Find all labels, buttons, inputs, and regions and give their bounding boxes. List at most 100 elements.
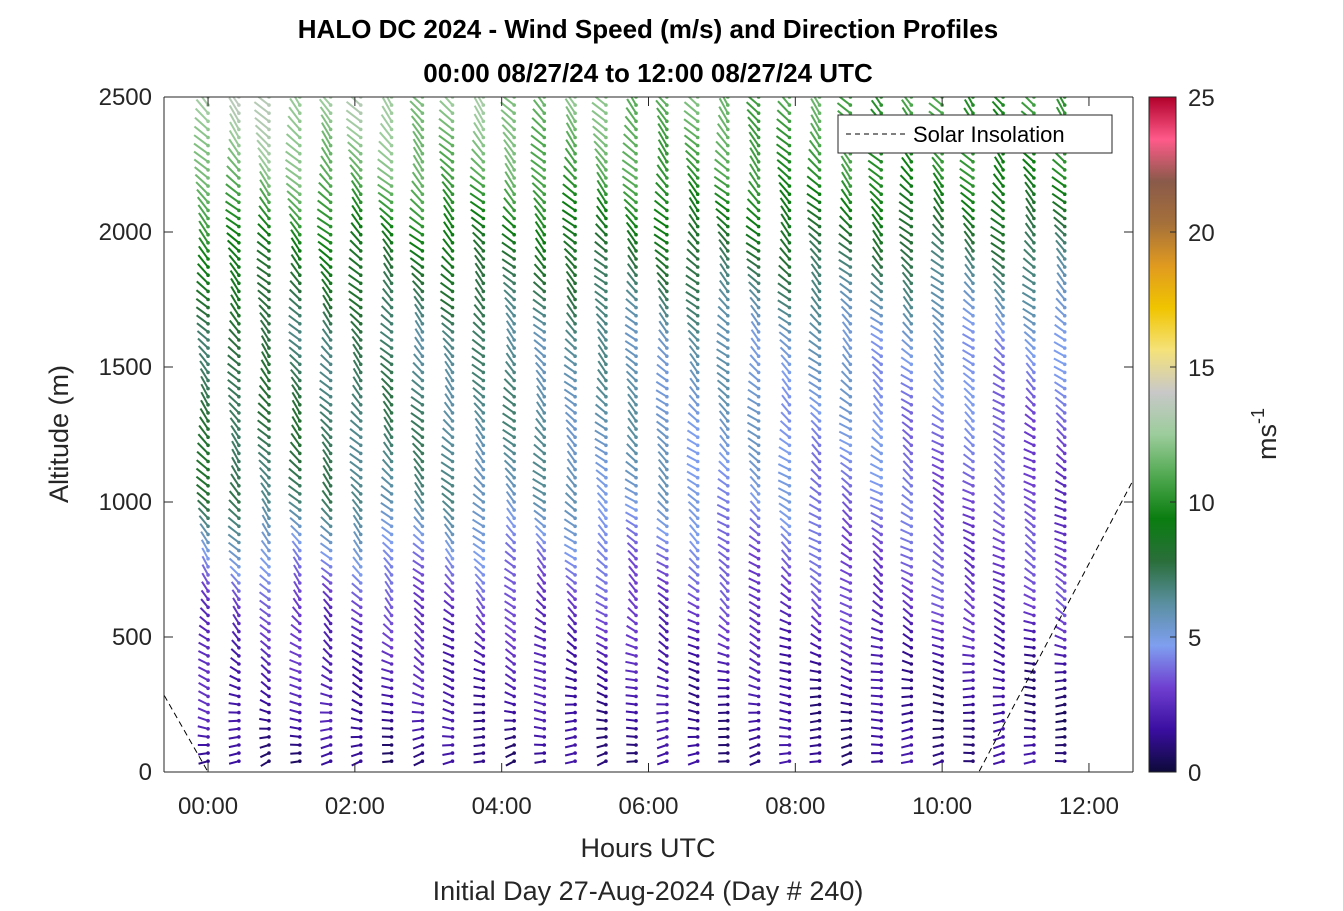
wind-barb-base [481,322,486,326]
wind-barb-base [1001,605,1005,610]
wind-barb-staff [902,312,913,325]
wind-barb-staff [562,174,576,187]
wind-barb-base [450,200,455,205]
wind-barb-base [1001,208,1005,213]
wind-barb-base [450,297,455,302]
wind-barb-base [1032,103,1036,107]
wind-barb-base [725,394,730,399]
wind-barb-base [358,184,363,188]
wind-barb-base [848,556,853,561]
wind-barb-staff [840,163,852,179]
wind-barb-base [1001,516,1005,520]
wind-barb-staff [841,501,852,511]
wind-barb-staff [688,345,699,357]
wind-barb-base [573,516,577,520]
wind-barb-staff [474,262,485,276]
wind-barb-staff [471,224,484,236]
wind-barb-base [450,459,455,464]
wind-barb-base [634,411,638,415]
wind-barb-base [848,386,853,391]
wind-barb-staff [963,98,974,114]
wind-barb-base [940,232,944,237]
wind-barb-base [481,281,486,286]
wind-barb-base [817,621,822,626]
wind-barb-base [542,475,547,480]
wind-barb-base [665,718,669,723]
wind-barb-staff [684,142,699,155]
wind-barb-staff [348,290,362,301]
wind-barb-base [1032,176,1036,180]
wind-barb-base [634,386,638,391]
wind-barb-base [879,103,884,107]
wind-barb-base [665,702,669,707]
wind-barb-staff [594,290,607,301]
wind-barb-staff [1051,167,1066,179]
wind-barb-staff [472,510,484,520]
wind-barb-base [481,459,486,464]
wind-barb-base [725,143,730,148]
wind-barb-base [512,556,516,561]
wind-barb-staff [261,343,270,357]
wind-barb-base [481,346,486,350]
wind-barb-base [328,597,333,601]
wind-barb-base [1032,411,1036,415]
wind-barb-staff [962,497,974,503]
wind-barb-base [756,257,761,261]
wind-barb-staff [839,206,852,220]
x-tick-label: 02:00 [325,793,385,820]
wind-barb-staff [201,581,209,592]
wind-barb-base [450,451,455,456]
wind-barb-staff [259,319,270,333]
wind-barb-staff [322,449,332,463]
wind-barb-staff [871,355,882,366]
wind-barb-staff [534,246,546,260]
wind-barb-staff [688,213,699,228]
wind-barb-base [389,710,394,715]
wind-barb-base [420,565,425,569]
wind-barb-staff [193,125,209,139]
wind-barb-base [1032,735,1036,739]
wind-barb-staff [563,372,576,382]
wind-barb-base [542,589,547,593]
wind-barb-staff [410,387,424,398]
wind-barb-staff [329,97,331,98]
wind-barb-staff [931,314,943,325]
wind-barb-base [267,338,271,342]
wind-barb-staff [382,400,393,414]
wind-barb-staff [959,159,974,171]
wind-barb-staff [932,205,943,220]
wind-barb-base [481,297,486,302]
legend-entry-solar-insolation: Solar Insolation [913,122,1065,147]
wind-barb-staff [197,204,209,220]
wind-barb-staff [349,476,362,487]
wind-barb-base [848,459,853,464]
wind-barb-base [420,160,425,164]
wind-barb-base [358,743,363,747]
wind-barb-base [450,759,455,763]
wind-barb-base [298,322,302,326]
wind-barb-base [971,192,975,196]
wind-barb-base [817,718,822,723]
wind-barb-base [725,508,730,512]
wind-barb-staff [563,165,576,179]
wind-barb-staff [382,238,393,252]
wind-barb-base [1062,346,1067,350]
wind-barb-base [971,176,975,180]
wind-barb-base [817,735,822,739]
wind-barb-base [695,127,700,132]
wind-barb-base [481,184,486,188]
wind-barb-base [237,581,241,585]
wind-barb-staff [806,201,821,212]
wind-barb-staff [717,543,729,552]
wind-barb-base [298,581,302,585]
wind-barb-base [695,403,700,407]
wind-barb-staff [412,559,423,568]
wind-barb-base [420,759,425,763]
wind-barb-base [573,629,577,634]
wind-barb-base [573,727,577,731]
wind-barb-base [389,743,394,747]
wind-barb-staff [349,468,362,479]
wind-barb-staff [719,426,729,438]
wind-barb-staff [502,436,515,447]
wind-barb-base [787,443,792,448]
